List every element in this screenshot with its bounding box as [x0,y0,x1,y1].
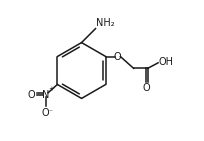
Text: OH: OH [158,57,173,67]
Text: O: O [142,83,150,93]
Text: +: + [48,86,54,92]
Text: N: N [42,90,49,100]
Text: O: O [41,108,49,118]
Text: O: O [28,90,35,100]
Text: NH₂: NH₂ [96,18,114,28]
Text: O: O [113,52,121,61]
Text: ⁻: ⁻ [48,108,52,117]
